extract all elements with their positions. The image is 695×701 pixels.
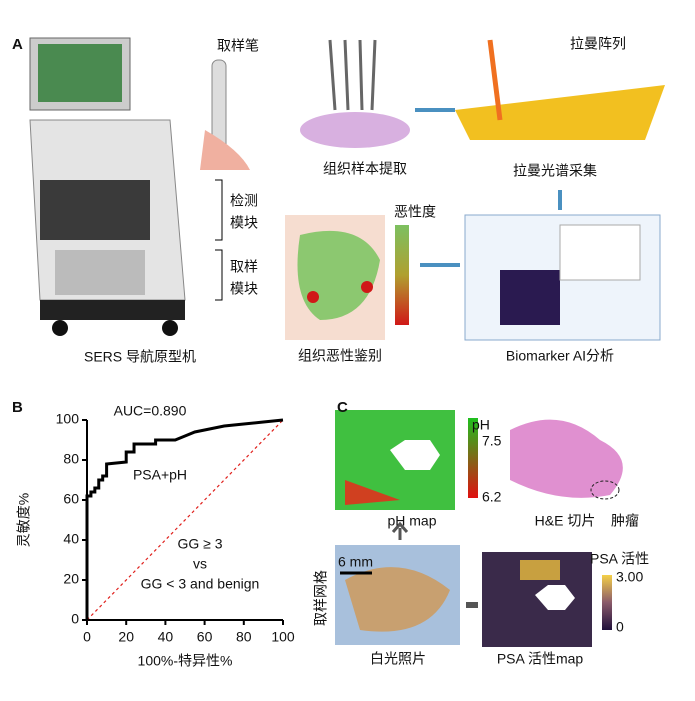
label: PSA 活性map [497,651,584,667]
x-tick-label: 80 [236,629,252,645]
y-tick-label: 40 [63,531,79,547]
label: 取样笔 [217,38,259,54]
spectra [559,224,641,281]
colorbar [602,575,612,630]
label: 拉曼光谱采集 [513,163,597,179]
label: PSA 活性 [590,551,649,567]
label: pH [472,417,490,433]
roc-curve [85,418,284,620]
ph-map [335,410,455,510]
annotation: AUC=0.890 [114,403,187,419]
label: 6.2 [482,489,502,505]
colorbar [395,225,409,325]
colorbar [468,418,478,498]
label: 恶性度 [394,204,436,220]
label: 7.5 [482,433,502,449]
label: 组织恶性鉴别 [298,348,382,364]
label: 0 [616,619,624,635]
label: 取样网格 [313,570,329,626]
needles [328,39,377,111]
label: 白光照片 [370,651,426,667]
reference-line [86,419,284,621]
y-tick-label: 100 [56,411,80,427]
laser [487,39,503,121]
annotation: GG ≥ 3 [177,536,222,552]
y-tick-label: 0 [71,611,79,627]
spectra-maps [500,270,560,325]
bracket [215,179,223,301]
panel-label: C [337,399,348,416]
label: pH map [387,513,436,529]
label: 取样 [230,259,258,275]
label: 拉曼阵列 [570,36,626,52]
x-tick-label: 0 [83,629,91,645]
label: H&E 切片 [535,513,596,529]
raman-array [455,85,665,140]
x-tick-label: 100 [271,629,295,645]
label: SERS 导航原型机 [84,349,196,365]
annotation: vs [193,556,207,572]
label: 检测 [230,193,258,209]
annotation: PSA+pH [133,467,187,483]
y-tick-label: 60 [63,491,79,507]
tissue [200,130,250,170]
label: Biomarker AI分析 [506,348,614,364]
y-tick-label: 20 [63,571,79,587]
x-tick-label: 60 [197,629,213,645]
panel-label: A [12,36,23,53]
sample [300,112,410,148]
y-tick-label: 80 [63,451,79,467]
x-axis-label: 100%-特异性% [138,653,233,669]
annotation: GG < 3 and benign [141,576,260,592]
label: 模块 [230,281,258,297]
label: 模块 [230,215,258,231]
panel-label: B [12,399,23,416]
arrow [391,521,409,540]
label: 6 mm [338,554,373,570]
y-axis-label: 灵敏度% [16,493,32,547]
label: 3.00 [616,569,643,585]
label: 组织样本提取 [323,161,407,177]
label: 肿瘤 [611,513,639,529]
x-tick-label: 20 [118,629,134,645]
x-tick-label: 40 [158,629,174,645]
he-image [510,419,623,498]
prototype-machine [29,37,186,336]
